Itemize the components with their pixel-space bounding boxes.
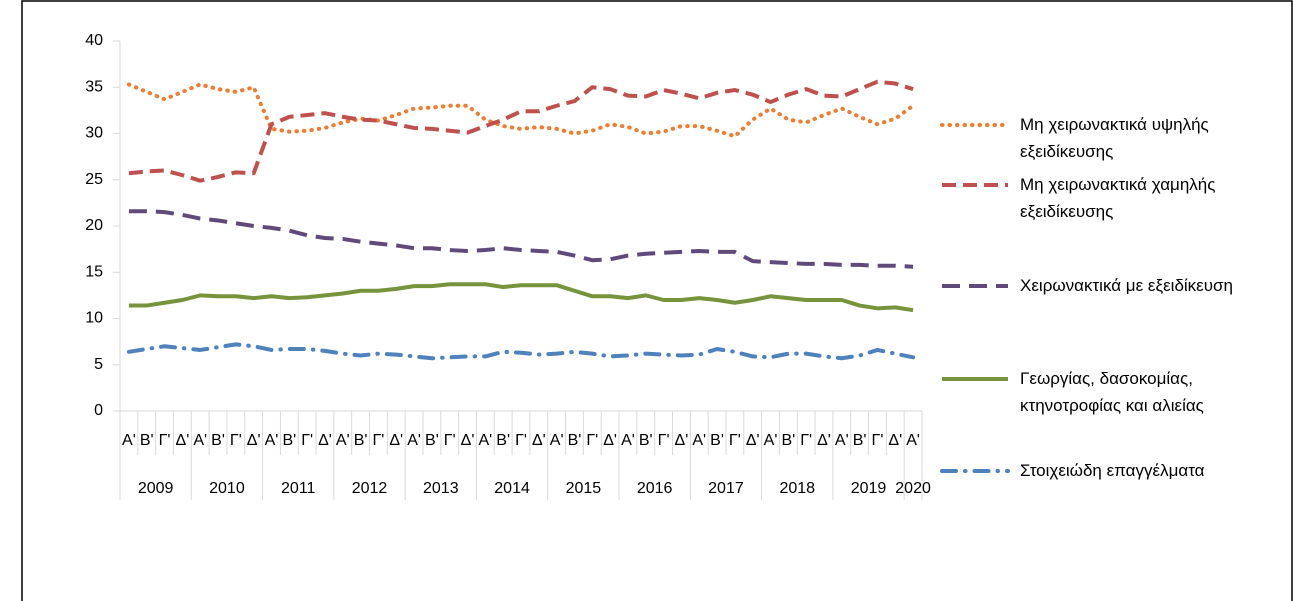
x-group-label: 2011 [281, 480, 316, 497]
x-tick-label: Β' [781, 432, 795, 449]
x-tick-label: Β' [639, 432, 653, 449]
x-tick-label: Α' [122, 432, 136, 449]
x-tick-label: Α' [764, 432, 778, 449]
x-tick-label: Β' [425, 432, 439, 449]
series-line [128, 282, 914, 313]
x-group-label: 2010 [209, 480, 245, 497]
x-tick-label: Α' [407, 432, 421, 449]
x-tick-label: Β' [568, 432, 582, 449]
x-tick-label: Γ' [230, 432, 242, 449]
x-tick-label: Α' [906, 432, 920, 449]
x-tick-label: Α' [265, 432, 279, 449]
x-group-label: 2013 [423, 480, 459, 497]
legend-label: Μη χειρωνακτικά χαμηλής εξειδίκευσης [1020, 175, 1216, 221]
x-tick-label: Β' [140, 432, 154, 449]
x-group-label: 2017 [708, 480, 744, 497]
frame [21, 0, 1293, 601]
series-line [126, 82, 916, 139]
series-line [128, 79, 914, 183]
x-tick-label: Δ' [176, 432, 190, 449]
x-tick-label: Β' [282, 432, 296, 449]
y-tick-label: 20 [85, 217, 103, 234]
y-tick-label: 35 [85, 78, 103, 95]
x-tick-label: Γ' [372, 432, 384, 449]
legend-label: Χειρωνακτικά με εξειδίκευση [1020, 276, 1234, 295]
x-tick-label: Α' [193, 432, 207, 449]
x-tick-label: Α' [478, 432, 492, 449]
x-tick-label: Α' [621, 432, 635, 449]
x-tick-label: Γ' [159, 432, 171, 449]
y-tick-label: 25 [85, 171, 103, 188]
x-tick-label: Γ' [658, 432, 670, 449]
x-tick-label: Δ' [746, 432, 760, 449]
x-tick-label: Γ' [515, 432, 527, 449]
x-tick-label: Α' [692, 432, 706, 449]
legend-label: Μη χειρωνακτικά υψηλής εξειδίκευσης [1020, 115, 1209, 161]
x-group-label: 2016 [637, 480, 673, 497]
x-tick-label: Α' [336, 432, 350, 449]
y-tick-label: 10 [85, 310, 103, 327]
y-tick-label: 5 [94, 356, 103, 373]
y-tick-label: 0 [94, 402, 103, 419]
x-tick-label: Β' [354, 432, 368, 449]
x-tick-label: Δ' [247, 432, 261, 449]
x-tick-label: Δ' [817, 432, 831, 449]
x-tick-label: Γ' [729, 432, 741, 449]
x-tick-label: Α' [835, 432, 849, 449]
x-tick-label: Δ' [675, 432, 689, 449]
x-tick-label: Β' [496, 432, 510, 449]
x-tick-label: Δ' [389, 432, 403, 449]
legend-label: Στοιχειώδη επαγγέλματα [1020, 461, 1205, 480]
x-group-label: 2019 [851, 480, 887, 497]
x-tick-label: Δ' [318, 432, 332, 449]
x-tick-label: Γ' [444, 432, 456, 449]
x-group-label: 2015 [566, 480, 602, 497]
x-tick-label: Δ' [603, 432, 617, 449]
x-tick-label: Γ' [586, 432, 598, 449]
x-tick-label: Δ' [461, 432, 475, 449]
series-line [128, 209, 914, 269]
x-tick-label: Α' [550, 432, 564, 449]
x-tick-label: Δ' [532, 432, 546, 449]
x-tick-label: Β' [710, 432, 724, 449]
x-group-label: 2009 [138, 480, 174, 497]
series-line [126, 342, 916, 361]
x-tick-label: Β' [853, 432, 867, 449]
x-group-label: 2020 [895, 480, 931, 497]
x-tick-label: Γ' [872, 432, 884, 449]
y-tick-label: 15 [85, 263, 103, 280]
x-group-label: 2014 [494, 480, 530, 497]
legend-label: Γεωργίας, δασοκομίας, κτηνοτροφίας και α… [1020, 369, 1204, 415]
x-tick-label: Γ' [301, 432, 313, 449]
x-group-label: 2012 [352, 480, 388, 497]
x-group-label: 2018 [779, 480, 815, 497]
x-tick-label: Β' [211, 432, 225, 449]
y-tick-label: 40 [85, 32, 103, 49]
x-tick-label: Γ' [800, 432, 812, 449]
x-tick-label: Δ' [888, 432, 902, 449]
y-tick-label: 30 [85, 125, 103, 142]
